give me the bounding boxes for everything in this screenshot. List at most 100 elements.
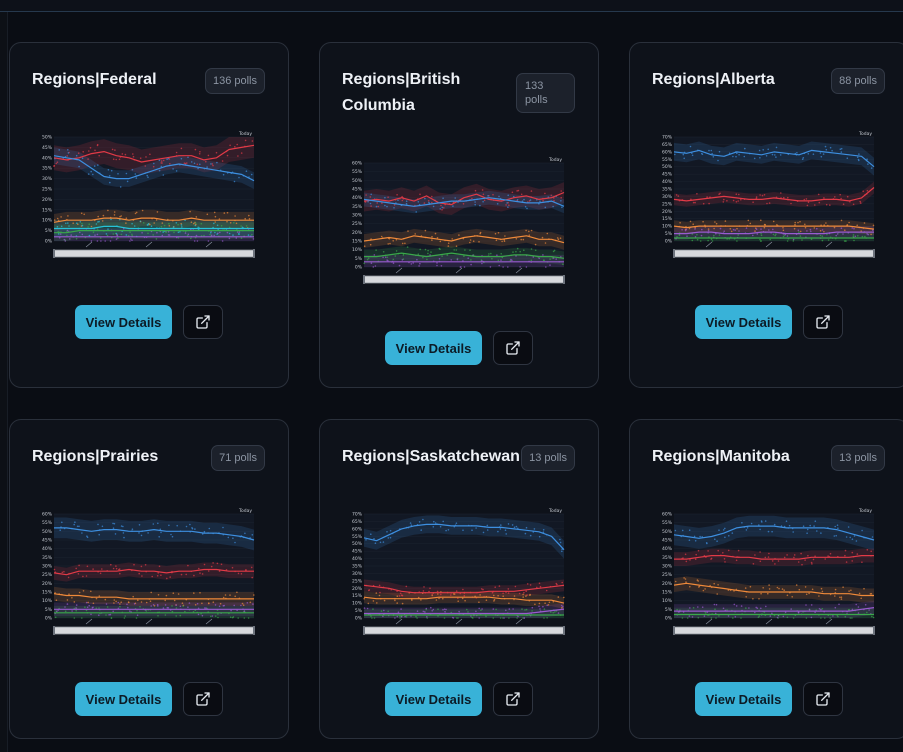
poll-point <box>801 239 803 241</box>
poll-point <box>73 617 76 619</box>
poll-point <box>697 606 699 608</box>
view-details-button[interactable]: View Details <box>385 331 482 365</box>
view-details-button[interactable]: View Details <box>75 682 172 716</box>
poll-point <box>552 611 554 614</box>
poll-point <box>388 237 391 240</box>
poll-point <box>736 152 738 155</box>
y-tick-label: 55% <box>352 169 363 175</box>
poll-point <box>375 249 377 251</box>
poll-point <box>782 229 785 232</box>
poll-point <box>197 228 200 231</box>
poll-point <box>430 251 432 253</box>
view-details-button[interactable]: View Details <box>385 682 482 716</box>
poll-point <box>746 527 749 529</box>
poll-point <box>430 606 432 609</box>
poll-point <box>774 563 776 565</box>
poll-point <box>812 153 815 155</box>
region-card-federal: Regions|Federal 136 polls 0% 5% 10% 15% 20% 2… <box>9 42 289 388</box>
y-tick-label: 65% <box>352 519 363 525</box>
poll-point <box>849 617 852 619</box>
poll-point <box>232 537 234 539</box>
poll-point <box>543 617 545 619</box>
poll-point <box>836 524 839 526</box>
poll-point <box>515 238 518 240</box>
poll-point <box>399 617 401 619</box>
poll-point <box>754 611 756 614</box>
poll-point <box>820 608 822 611</box>
poll-point <box>470 259 472 261</box>
poll-point <box>750 522 753 525</box>
poll-point <box>246 602 249 604</box>
poll-point <box>155 238 158 240</box>
poll-point <box>851 608 854 611</box>
open-external-button[interactable] <box>493 682 533 716</box>
poll-point <box>511 191 514 194</box>
poll-chart[interactable]: 0% 5% 10% 15% 20% 25% 30% 35% 40% 45% 50% Today <box>32 129 264 269</box>
poll-point <box>727 549 730 552</box>
poll-chart[interactable]: 0% 5% 10% 15% 20% 25% 30% 35% 40% 45% 50% 55% 60% Tod… <box>32 506 264 646</box>
y-tick-label: 50% <box>352 541 363 547</box>
poll-point <box>711 152 713 155</box>
poll-point <box>187 233 190 236</box>
poll-point <box>496 254 498 256</box>
poll-point <box>761 521 763 523</box>
poll-point <box>542 531 545 533</box>
poll-point <box>561 607 563 609</box>
open-external-button[interactable] <box>183 682 223 716</box>
poll-chart[interactable]: 0% 5% 10% 15% 20% 25% 30% 35% 40% 45% 50% 55% 60% Tod… <box>342 155 574 295</box>
poll-point <box>807 153 810 155</box>
poll-point <box>545 266 547 268</box>
confidence-band <box>54 586 254 606</box>
poll-point <box>118 568 120 571</box>
poll-point <box>97 164 99 166</box>
poll-chart[interactable]: 0% 5% 10% 15% 20% 25% 30% 35% 40% 45% 50% 55% 60% 65%… <box>342 506 574 646</box>
poll-point <box>814 555 816 557</box>
poll-point <box>522 593 524 596</box>
poll-point <box>219 602 222 605</box>
open-external-button[interactable] <box>803 305 843 339</box>
poll-point <box>431 593 433 596</box>
poll-point <box>206 166 208 168</box>
poll-point <box>735 605 738 607</box>
poll-chart[interactable]: 0% 5% 10% 15% 20% 25% 30% 35% 40% 45% 50% 55% 60% Tod… <box>652 506 884 646</box>
view-details-button[interactable]: View Details <box>695 305 792 339</box>
view-details-button[interactable]: View Details <box>75 305 172 339</box>
open-external-button[interactable] <box>493 331 533 365</box>
poll-point <box>166 158 168 160</box>
series-line <box>674 607 875 612</box>
poll-point <box>57 230 59 233</box>
poll-point <box>863 222 866 224</box>
view-details-button[interactable]: View Details <box>695 682 792 716</box>
x-tick-mark <box>205 618 213 625</box>
poll-point <box>735 155 737 158</box>
poll-point <box>161 234 164 237</box>
poll-point <box>129 240 131 242</box>
poll-point <box>851 227 853 229</box>
poll-point <box>513 526 516 529</box>
poll-point <box>75 238 78 240</box>
poll-point <box>426 258 428 261</box>
range-handle-right <box>253 249 255 258</box>
poll-point <box>132 153 134 155</box>
open-external-button[interactable] <box>183 305 223 339</box>
open-external-button[interactable] <box>803 682 843 716</box>
poll-point <box>61 521 63 524</box>
poll-point <box>871 536 874 538</box>
poll-point <box>718 529 720 531</box>
poll-point <box>779 154 782 156</box>
poll-point <box>508 617 510 619</box>
chart-svg: 0%5%10%15%20%25%30%35%40%45%50%55%60%Tod… <box>662 508 875 635</box>
poll-point <box>792 240 795 242</box>
poll-point <box>823 197 825 199</box>
poll-point <box>109 613 112 616</box>
poll-point <box>108 175 111 177</box>
poll-point <box>233 221 235 224</box>
poll-chart[interactable]: 0% 5% 10% 15% 20% 25% 30% 35% 40% 45% 50% 55% 60% 65%… <box>652 129 884 269</box>
poll-point <box>766 202 768 205</box>
poll-point <box>442 197 444 199</box>
poll-point <box>724 561 726 563</box>
poll-point <box>195 234 198 237</box>
x-tick-mark <box>85 618 93 625</box>
poll-point <box>859 202 862 204</box>
poll-point <box>405 616 408 618</box>
